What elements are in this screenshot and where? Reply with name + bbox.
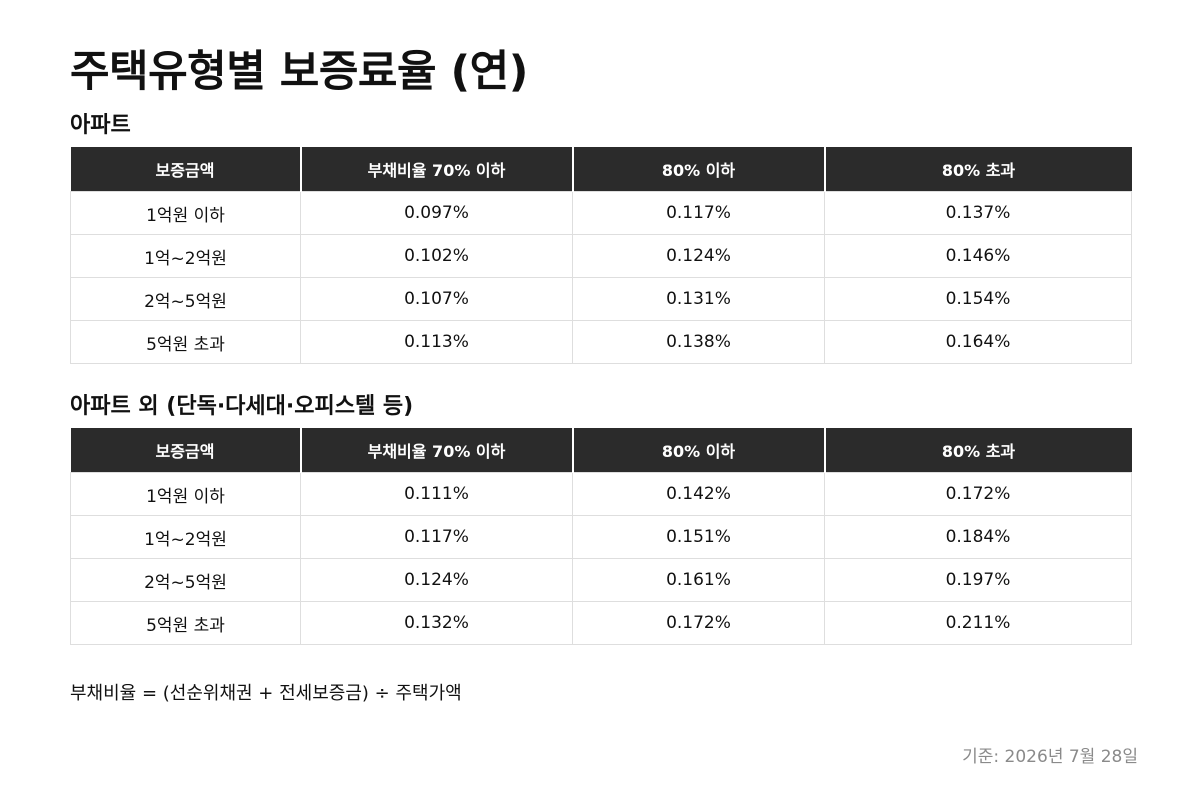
rate-cell: 0.154% — [824, 277, 1132, 321]
amount-cell: 2억~5억원 — [70, 558, 301, 602]
rate-cell: 0.117% — [572, 191, 825, 235]
rate-cell: 0.102% — [300, 234, 573, 278]
rate-table-non-apartment: 보증금액 부채비율 70% 이하 80% 이하 80% 초과 1억원 이하 0.… — [70, 428, 1132, 645]
amount-cell: 1억원 이하 — [70, 191, 301, 235]
header-ratio-70: 부채비율 70% 이하 — [299, 147, 573, 192]
rate-cell: 0.137% — [824, 191, 1132, 235]
rate-cell: 0.107% — [300, 277, 573, 321]
table-header-row: 보증금액 부채비율 70% 이하 80% 이하 80% 초과 — [70, 147, 1132, 192]
table-row: 1억원 이하 0.097% 0.117% 0.137% — [70, 191, 1132, 235]
rate-cell: 0.117% — [300, 515, 573, 559]
rate-cell: 0.211% — [824, 601, 1132, 645]
debt-ratio-formula-note: 부채비율 = (선순위채권 + 전세보증금) ÷ 주택가액 — [70, 683, 462, 704]
rate-cell: 0.131% — [572, 277, 825, 321]
amount-cell: 1억~2억원 — [70, 515, 301, 559]
header-ratio-over-80: 80% 초과 — [823, 428, 1132, 473]
table-row: 2억~5억원 0.124% 0.161% 0.197% — [70, 558, 1132, 602]
amount-cell: 2억~5억원 — [70, 277, 301, 321]
rate-cell: 0.197% — [824, 558, 1132, 602]
rate-cell: 0.097% — [300, 191, 573, 235]
header-amount: 보증금액 — [70, 428, 301, 473]
rate-table-apartment: 보증금액 부채비율 70% 이하 80% 이하 80% 초과 1억원 이하 0.… — [70, 147, 1132, 364]
rate-cell: 0.124% — [300, 558, 573, 602]
header-amount: 보증금액 — [70, 147, 301, 192]
page-title: 주택유형별 보증료율 (연) — [70, 47, 528, 97]
rate-cell: 0.184% — [824, 515, 1132, 559]
rate-cell: 0.172% — [572, 601, 825, 645]
rate-cell: 0.124% — [572, 234, 825, 278]
section-title-apartment: 아파트 — [70, 113, 131, 138]
header-ratio-70: 부채비율 70% 이하 — [299, 428, 573, 473]
rate-cell: 0.164% — [824, 320, 1132, 364]
header-ratio-80: 80% 이하 — [571, 428, 825, 473]
rate-cell: 0.142% — [572, 472, 825, 516]
rate-cell: 0.138% — [572, 320, 825, 364]
amount-cell: 5억원 초과 — [70, 601, 301, 645]
table-row: 5억원 초과 0.132% 0.172% 0.211% — [70, 601, 1132, 645]
table-row: 1억~2억원 0.117% 0.151% 0.184% — [70, 515, 1132, 559]
rate-cell: 0.172% — [824, 472, 1132, 516]
section-title-non-apartment: 아파트 외 (단독·다세대·오피스텔 등) — [70, 394, 414, 419]
header-ratio-over-80: 80% 초과 — [823, 147, 1132, 192]
amount-cell: 1억원 이하 — [70, 472, 301, 516]
rate-cell: 0.161% — [572, 558, 825, 602]
base-date: 기준: 2026년 7월 28일 — [962, 747, 1138, 767]
table-row: 1억원 이하 0.111% 0.142% 0.172% — [70, 472, 1132, 516]
table-row: 2억~5억원 0.107% 0.131% 0.154% — [70, 277, 1132, 321]
table-header-row: 보증금액 부채비율 70% 이하 80% 이하 80% 초과 — [70, 428, 1132, 473]
rate-cell: 0.146% — [824, 234, 1132, 278]
amount-cell: 5억원 초과 — [70, 320, 301, 364]
rate-cell: 0.111% — [300, 472, 573, 516]
table-row: 1억~2억원 0.102% 0.124% 0.146% — [70, 234, 1132, 278]
table-row: 5억원 초과 0.113% 0.138% 0.164% — [70, 320, 1132, 364]
rate-cell: 0.151% — [572, 515, 825, 559]
header-ratio-80: 80% 이하 — [571, 147, 825, 192]
amount-cell: 1억~2억원 — [70, 234, 301, 278]
rate-cell: 0.113% — [300, 320, 573, 364]
rate-cell: 0.132% — [300, 601, 573, 645]
